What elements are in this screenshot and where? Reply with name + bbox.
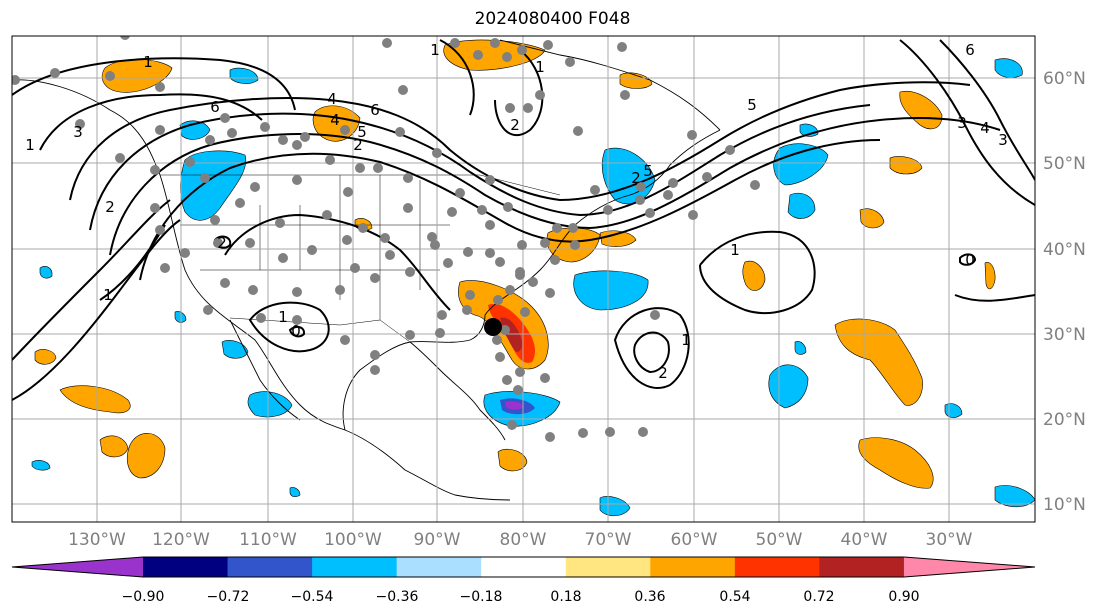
colorbar-segment bbox=[734, 557, 820, 577]
plot-frame bbox=[11, 35, 1036, 523]
colorbar-tick-label: 0.54 bbox=[719, 589, 750, 605]
shaded-anomaly-fields bbox=[31, 39, 1035, 517]
colorbar-tick-label: −0.54 bbox=[291, 589, 334, 605]
colorbar-extend-low bbox=[12, 557, 143, 577]
lon-label: 130°W bbox=[68, 530, 126, 550]
colorbar bbox=[11, 556, 1036, 578]
contour-label: 2 bbox=[510, 116, 520, 134]
colorbar-segment bbox=[227, 557, 313, 577]
contour-label: 1 bbox=[535, 58, 545, 76]
contour-label: 4 bbox=[327, 90, 337, 108]
contour-label: 3 bbox=[73, 123, 83, 141]
contour-lines bbox=[12, 39, 1035, 401]
lat-label: 10°N bbox=[1043, 495, 1086, 515]
contour-label: 2 bbox=[217, 234, 227, 252]
colorbar-outline bbox=[11, 556, 1036, 578]
colorbar-segment bbox=[312, 557, 398, 577]
contour-label: 1 bbox=[103, 286, 113, 304]
contour-label: 0 bbox=[965, 251, 975, 269]
contour-label: 6 bbox=[370, 101, 380, 119]
contour-label: 0 bbox=[291, 322, 301, 340]
highlighted-station bbox=[484, 318, 502, 336]
colorbar-segment bbox=[565, 557, 651, 577]
contour-label: 1 bbox=[143, 53, 153, 71]
colorbar-segment bbox=[650, 557, 736, 577]
colorbar-segment bbox=[396, 557, 482, 577]
lon-label: 60°W bbox=[671, 530, 718, 550]
colorbar-tick-label: 0.18 bbox=[550, 589, 581, 605]
contour-label: 1 bbox=[278, 308, 288, 326]
contour-label: 6 bbox=[965, 41, 975, 59]
lat-label: 30°N bbox=[1043, 325, 1086, 345]
map-title: 2024080400 F048 bbox=[474, 9, 631, 29]
colorbar-segment bbox=[481, 557, 567, 577]
contour-label: 1 bbox=[730, 241, 740, 259]
contour-label: 2 bbox=[631, 169, 641, 187]
lon-label: 30°W bbox=[926, 530, 973, 550]
contour-label: 1 bbox=[681, 331, 691, 349]
contour-label: 4 bbox=[980, 119, 990, 137]
lon-label: 110°W bbox=[239, 530, 297, 550]
colorbar-tick-label: −0.90 bbox=[122, 589, 165, 605]
lon-label: 100°W bbox=[324, 530, 382, 550]
lat-label: 50°N bbox=[1043, 154, 1086, 174]
colorbar-tick-labels: −0.90 −0.72 −0.54 −0.36 −0.18 0.18 0.36 … bbox=[122, 589, 920, 605]
contour-label: 3 bbox=[957, 114, 967, 132]
contour-label: 3 bbox=[998, 131, 1008, 149]
contour-label: 5 bbox=[357, 123, 367, 141]
colorbar-extend-high bbox=[903, 557, 1035, 577]
colorbar-tick-label: −0.18 bbox=[460, 589, 503, 605]
station-markers bbox=[12, 36, 760, 442]
lon-label: 90°W bbox=[414, 530, 461, 550]
lon-label: 70°W bbox=[585, 530, 632, 550]
contour-label: 5 bbox=[747, 96, 757, 114]
contour-label: 1 bbox=[25, 136, 35, 154]
contour-label: 4 bbox=[330, 111, 340, 129]
political-borders bbox=[160, 174, 561, 343]
colorbar-tick-label: 0.72 bbox=[803, 589, 834, 605]
colorbar-tick-label: 0.36 bbox=[634, 589, 665, 605]
latitude-labels: 60°N 50°N 40°N 30°N 20°N 10°N bbox=[1043, 69, 1086, 515]
lat-label: 40°N bbox=[1043, 240, 1086, 260]
longitude-labels: 130°W 120°W 110°W 100°W 90°W 80°W 70°W 6… bbox=[68, 530, 973, 550]
colorbar-segment bbox=[819, 557, 905, 577]
contour-value-labels: 1 1 1 1 2 2 3 4 5 6 6 6 5 4 3 2 1 2 1 2 … bbox=[25, 41, 1008, 382]
contour-label: 1 bbox=[430, 41, 440, 59]
contour-label: 2 bbox=[353, 136, 363, 154]
lon-label: 50°W bbox=[756, 530, 803, 550]
lat-label: 60°N bbox=[1043, 69, 1086, 89]
contour-label: 5 bbox=[643, 162, 653, 180]
contour-label: 2 bbox=[658, 364, 668, 382]
lat-label: 20°N bbox=[1043, 410, 1086, 430]
colorbar-tick-label: −0.36 bbox=[376, 589, 419, 605]
lon-label: 120°W bbox=[152, 530, 210, 550]
colorbar-tick-label: −0.72 bbox=[207, 589, 250, 605]
contour-label: 6 bbox=[210, 98, 220, 116]
lon-label: 80°W bbox=[500, 530, 547, 550]
colorbar-segment bbox=[143, 557, 229, 577]
contour-label: 2 bbox=[105, 198, 115, 216]
lon-label: 40°W bbox=[841, 530, 888, 550]
colorbar-tick-label: 0.90 bbox=[888, 589, 919, 605]
